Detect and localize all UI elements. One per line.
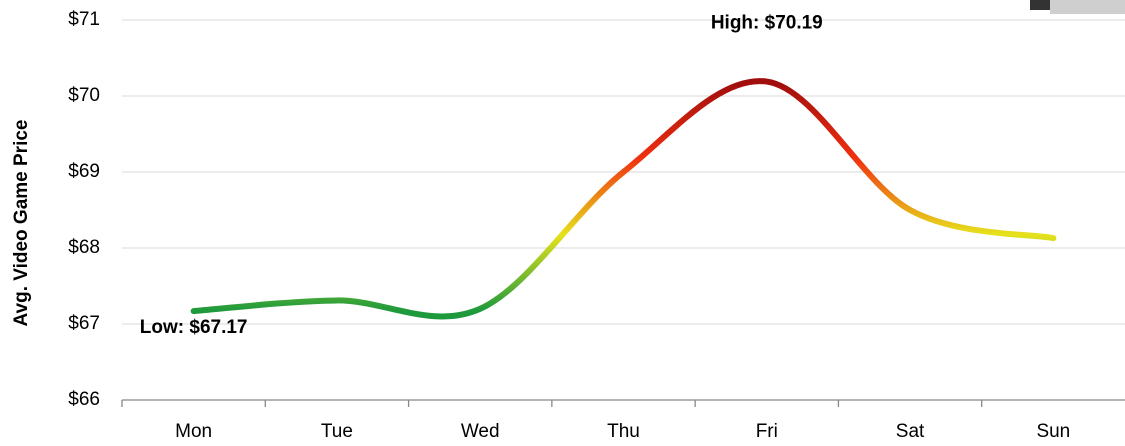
y-tick-label: $70	[68, 85, 100, 106]
x-tick-label: Thu	[607, 421, 640, 442]
x-tick-label: Mon	[175, 421, 212, 442]
y-axis-label: Avg. Video Game Price	[11, 120, 32, 327]
y-tick-label: $66	[68, 389, 100, 410]
x-tick-label: Fri	[756, 421, 778, 442]
x-tick-label: Sun	[1036, 421, 1070, 442]
x-tick-label: Sat	[896, 421, 925, 442]
y-tick-label: $69	[68, 161, 100, 182]
y-tick-label: $68	[68, 237, 100, 258]
console-icon	[1030, 0, 1125, 14]
y-tick-label: $67	[68, 313, 100, 334]
x-tick-label: Tue	[321, 421, 353, 442]
high-annotation: High: $70.19	[711, 13, 823, 34]
low-annotation: Low: $67.17	[140, 317, 248, 338]
x-tick-label: Wed	[461, 421, 500, 442]
y-tick-label: $71	[68, 9, 100, 30]
price-line	[190, 78, 1057, 320]
